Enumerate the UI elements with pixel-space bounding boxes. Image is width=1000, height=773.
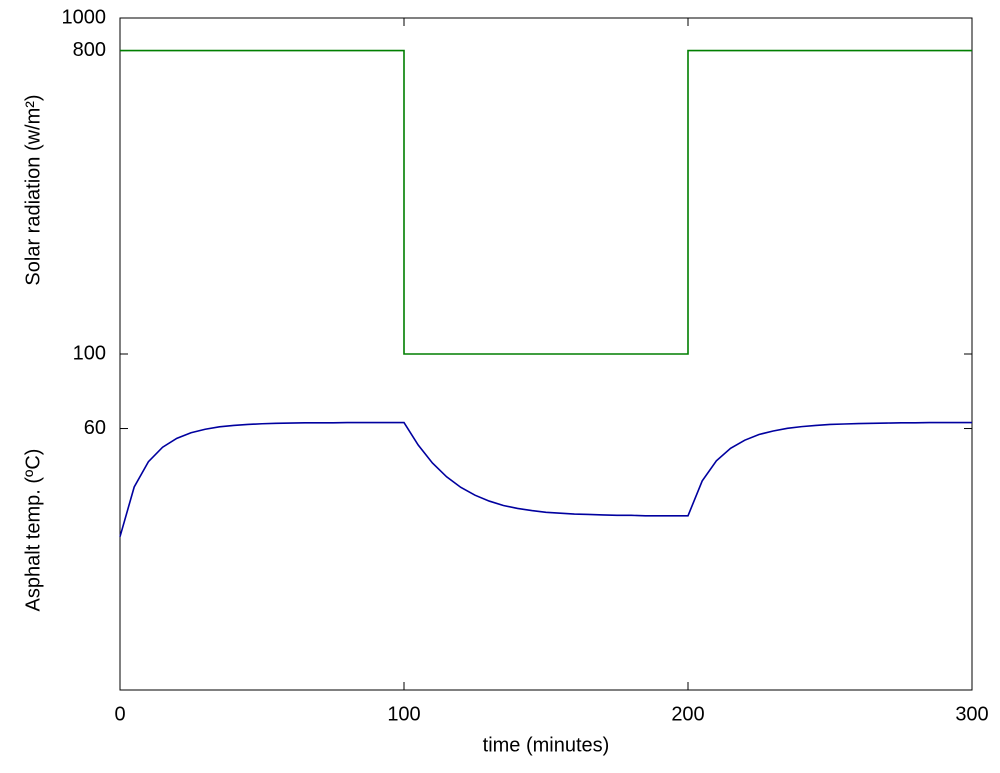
x-tick-label: 0 bbox=[114, 703, 125, 725]
x-axis-label: time (minutes) bbox=[483, 734, 610, 756]
data-line bbox=[119, 421, 972, 537]
y-axis-label: Asphalt temp. (ºC) bbox=[22, 449, 44, 612]
y-tick-label: 1000 bbox=[62, 6, 107, 28]
x-tick-label: 200 bbox=[671, 703, 704, 725]
y-tick-label: 800 bbox=[73, 39, 106, 61]
y-tick-label: 60 bbox=[84, 417, 106, 439]
x-tick-label: 100 bbox=[387, 703, 420, 725]
y-tick-label: 100 bbox=[73, 342, 106, 364]
data-line bbox=[120, 49, 972, 355]
x-tick-label: 300 bbox=[955, 703, 988, 725]
y-axis-label: Solar radiation (w/m²) bbox=[22, 94, 44, 285]
